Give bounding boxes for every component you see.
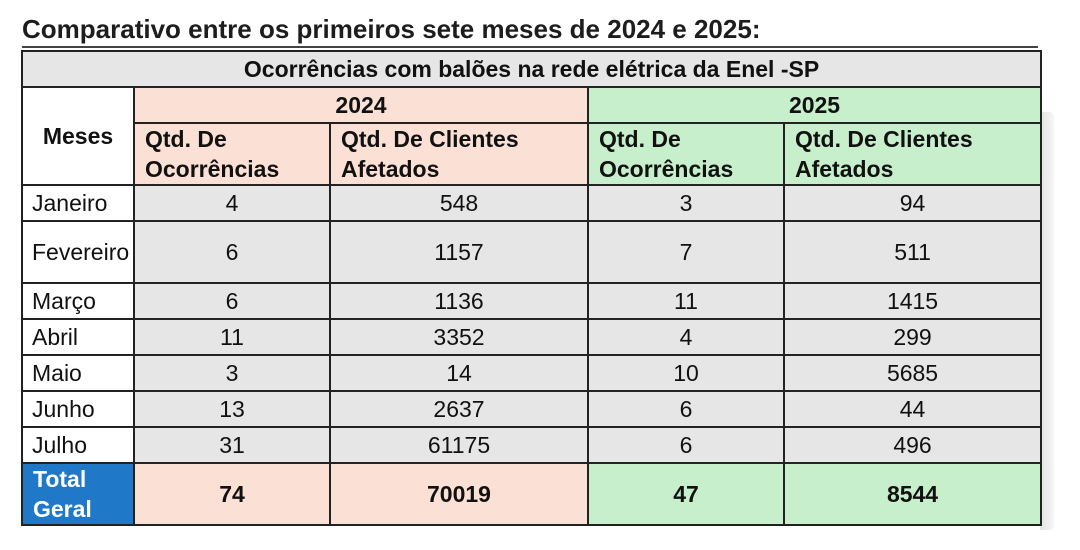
year-2024-header: 2024 <box>133 86 589 124</box>
table-shadow-edge <box>1040 112 1054 530</box>
total-clients-2025: 8544 <box>782 462 1043 526</box>
table-row: Janeiro 4 548 3 94 <box>21 184 1043 222</box>
page-heading: Comparativo entre os primeiros sete mese… <box>22 14 761 44</box>
month-cell: Abril <box>21 318 135 356</box>
occurrences-2024-cell: 6 <box>133 282 331 320</box>
clients-2024-cell: 61175 <box>329 426 589 464</box>
total-occurrences-2025: 47 <box>587 462 785 526</box>
occurrences-2025-header: Qtd. De Ocorrências <box>587 122 785 186</box>
heading-underline <box>22 46 1038 48</box>
clients-2024-header: Qtd. De Clientes Afetados <box>329 122 589 186</box>
occurrences-2024-cell: 6 <box>133 220 331 284</box>
clients-2025-cell: 5685 <box>782 354 1043 392</box>
total-occurrences-2024: 74 <box>133 462 331 526</box>
month-cell: Março <box>21 282 135 320</box>
month-cell: Julho <box>21 426 135 464</box>
occurrences-2025-cell: 6 <box>587 426 785 464</box>
month-cell: Junho <box>21 390 135 428</box>
clients-2024-cell: 3352 <box>329 318 589 356</box>
total-clients-2024: 70019 <box>329 462 589 526</box>
year-2025-header: 2025 <box>586 86 1043 124</box>
clients-2024-cell: 1136 <box>329 282 589 320</box>
clients-2025-cell: 299 <box>782 318 1043 356</box>
total-label: Total Geral <box>21 462 135 526</box>
occurrences-2025-cell: 11 <box>587 282 785 320</box>
occurrences-2024-cell: 3 <box>133 354 331 392</box>
clients-2024-cell: 548 <box>329 184 589 222</box>
occurrences-table: Ocorrências com balões na rede elétrica … <box>20 50 1043 526</box>
month-cell: Maio <box>21 354 135 392</box>
months-header: Meses <box>21 86 135 186</box>
occurrences-2025-cell: 6 <box>587 390 785 428</box>
month-cell: Fevereiro <box>21 220 135 284</box>
clients-2025-header: Qtd. De Clientes Afetados <box>782 122 1043 186</box>
table-row: Fevereiro 6 1157 7 511 <box>21 220 1043 284</box>
occurrences-2024-header: Qtd. De Ocorrências <box>133 122 331 186</box>
table-row: Abril 11 3352 4 299 <box>21 318 1043 356</box>
occurrences-2024-cell: 11 <box>133 318 331 356</box>
clients-2025-cell: 496 <box>782 426 1043 464</box>
table-row: Março 6 1136 11 1415 <box>21 282 1043 320</box>
occurrences-2024-cell: 4 <box>133 184 331 222</box>
clients-2024-cell: 2637 <box>329 390 589 428</box>
month-cell: Janeiro <box>21 184 135 222</box>
clients-2025-cell: 94 <box>782 184 1043 222</box>
clients-2025-cell: 44 <box>782 390 1043 428</box>
clients-2024-cell: 1157 <box>329 220 589 284</box>
clients-2025-cell: 1415 <box>782 282 1043 320</box>
table-row: Maio 3 14 10 5685 <box>21 354 1043 392</box>
table-row: Junho 13 2637 6 44 <box>21 390 1043 428</box>
total-row: Total Geral 74 70019 47 8544 <box>21 462 1043 526</box>
occurrences-2024-cell: 31 <box>133 426 331 464</box>
occurrences-2025-cell: 4 <box>587 318 785 356</box>
occurrences-2025-cell: 10 <box>587 354 785 392</box>
occurrences-2024-cell: 13 <box>133 390 331 428</box>
table-row: Julho 31 61175 6 496 <box>21 426 1043 464</box>
occurrences-2025-cell: 3 <box>587 184 785 222</box>
table-title: Ocorrências com balões na rede elétrica … <box>20 50 1043 88</box>
clients-2025-cell: 511 <box>782 220 1043 284</box>
clients-2024-cell: 14 <box>329 354 589 392</box>
occurrences-2025-cell: 7 <box>587 220 785 284</box>
